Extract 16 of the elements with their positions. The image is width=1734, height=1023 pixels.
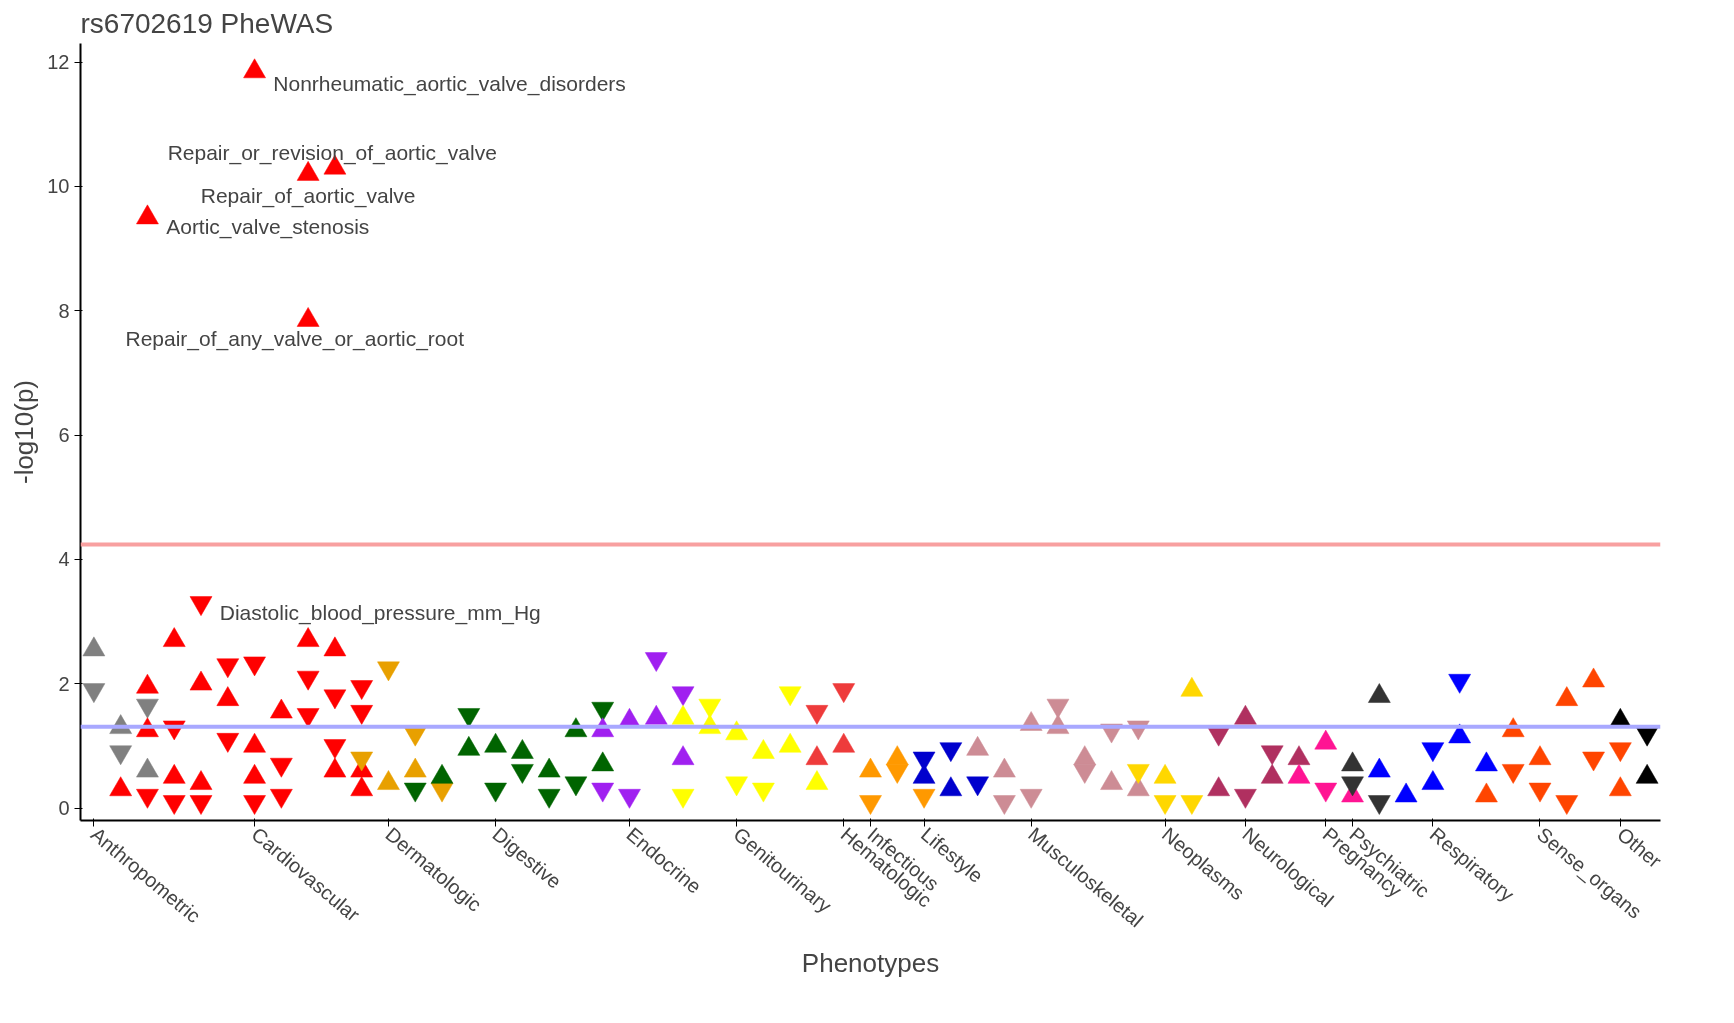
y-axis-title: -log10(p) xyxy=(9,379,40,485)
y-tick-label: 6 xyxy=(58,424,70,447)
y-tick-label: 12 xyxy=(47,51,70,74)
annotation: Aortic_valve_stenosis xyxy=(166,215,370,240)
annotation: Repair_of_aortic_valve xyxy=(200,184,416,209)
annotation: Repair_of_any_valve_or_aortic_root xyxy=(125,327,465,352)
y-tick-label: 4 xyxy=(58,548,70,571)
y-tick-label: 0 xyxy=(58,797,70,820)
annotation: Diastolic_blood_pressure_mm_Hg xyxy=(219,600,541,625)
y-tick-label: 2 xyxy=(58,672,70,695)
annotation: Repair_or_revision_of_aortic_valve xyxy=(167,140,497,165)
y-tick-label: 8 xyxy=(58,299,70,322)
y-tick-label: 10 xyxy=(47,175,70,198)
x-axis-title: Phenotypes xyxy=(801,947,940,978)
chart-title: rs6702619 PheWAS xyxy=(80,7,334,39)
annotation: Nonrheumatic_aortic_valve_disorders xyxy=(273,72,626,97)
